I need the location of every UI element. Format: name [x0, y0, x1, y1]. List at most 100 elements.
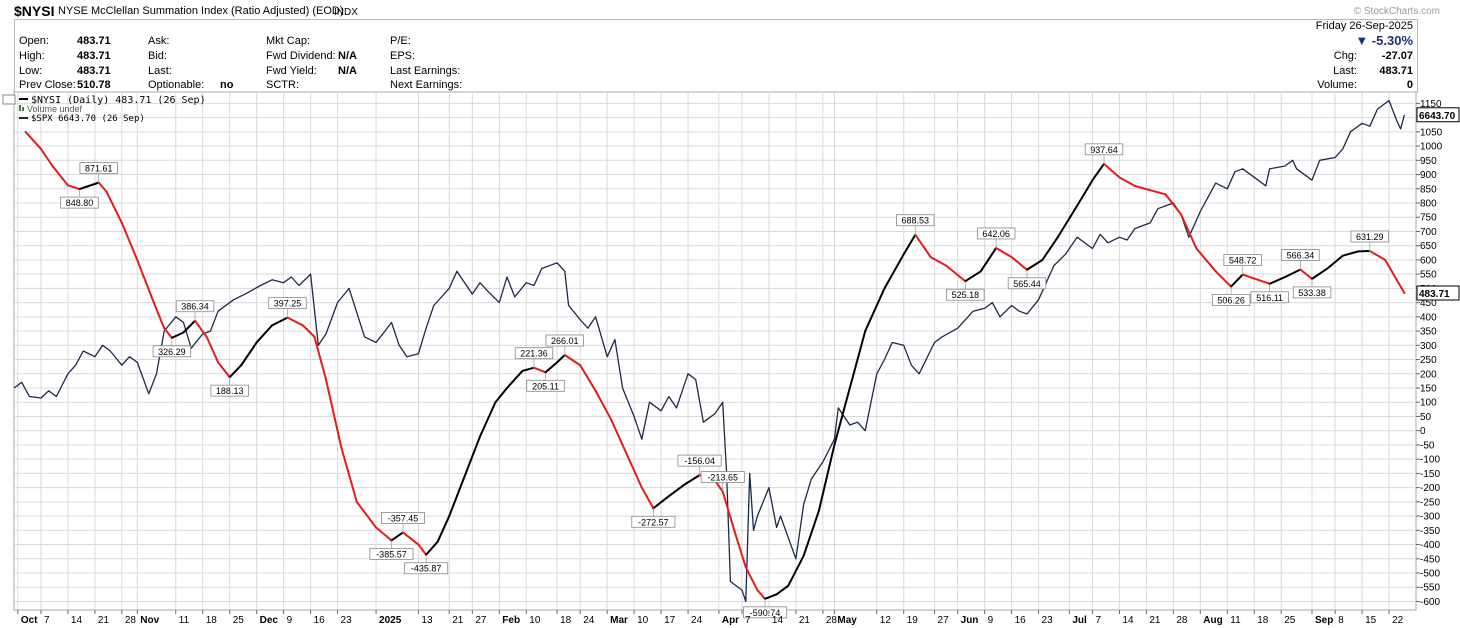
nysi-segment — [833, 387, 851, 446]
nysi-segment — [448, 475, 466, 518]
nysi-segment — [640, 486, 655, 510]
open-value: 483.71 — [77, 35, 111, 47]
nysi-segment — [733, 529, 747, 569]
nysi-segment — [170, 331, 185, 339]
grid-lines — [14, 92, 1416, 610]
annotation-label: -385.57 — [376, 549, 407, 559]
y-tick-label: 250 — [1420, 355, 1437, 366]
y-tick-label: 150 — [1420, 384, 1437, 395]
nysi-segment — [105, 190, 123, 224]
x-tick-label: 21 — [799, 615, 811, 626]
nysi-segment — [1299, 268, 1314, 280]
nysi-segment — [425, 540, 439, 556]
nysi-segment — [1091, 162, 1106, 182]
annotation-box — [60, 196, 99, 209]
nysi-segment — [1056, 204, 1079, 239]
nysi-segment — [24, 130, 42, 150]
y-tick-label: 1000 — [1420, 142, 1443, 153]
nysi-segment — [151, 298, 166, 330]
last-label: Last: — [148, 65, 172, 77]
nysi-segment — [883, 253, 905, 290]
nysi-segment — [610, 418, 628, 455]
annotation-box — [677, 454, 722, 467]
annotation-box — [268, 297, 307, 310]
annotation-label: -156.04 — [684, 456, 715, 466]
annotation-box — [381, 512, 426, 524]
x-tick-label: 15 — [1365, 615, 1377, 626]
x-tick-label: May — [837, 615, 857, 626]
annotation-label: 565.44 — [1013, 279, 1041, 289]
annotation-box — [1211, 294, 1251, 307]
nysi-segment — [39, 147, 54, 167]
x-tick-label: 12 — [880, 615, 892, 626]
security-name: NYSE McClellan Summation Index (Ratio Ad… — [58, 5, 344, 17]
x-tick-label: 14 — [1122, 615, 1134, 626]
nysi-segment — [964, 270, 982, 283]
nysi-segment — [1180, 213, 1198, 250]
annotation-label: 871.61 — [85, 164, 113, 174]
annotation-box — [152, 345, 192, 358]
x-tick-label: 9 — [287, 615, 293, 626]
prev-close-value: 510.78 — [77, 79, 111, 91]
x-tick-label: 28 — [1176, 615, 1188, 626]
nysi-segment — [1284, 268, 1302, 278]
x-tick-label: 16 — [1015, 615, 1027, 626]
y-tick-label: 650 — [1420, 241, 1437, 252]
x-tick-label: 14 — [71, 615, 83, 626]
y-tick-label: -100 — [1420, 455, 1440, 466]
annotation-label: 688.53 — [902, 216, 930, 226]
y-tick-label: 700 — [1420, 227, 1437, 238]
y-tick-label: 1050 — [1420, 127, 1443, 138]
x-tick-label: 18 — [560, 615, 572, 626]
fwd-yield-value: N/A — [338, 65, 357, 77]
fwd-dividend-label: Fwd Dividend: — [266, 50, 336, 62]
annotation-label: 397.25 — [274, 299, 302, 309]
nysi-segment — [652, 495, 670, 510]
annotation-box — [210, 384, 249, 397]
x-tick-label: Oct — [21, 615, 38, 626]
x-tick-label: 27 — [938, 615, 950, 626]
x-tick-label: 28 — [125, 615, 137, 626]
annotation-label: 266.01 — [551, 336, 579, 346]
nysi-segment — [120, 221, 139, 261]
annotation-label: 642.06 — [982, 229, 1010, 239]
chart-header: $NYSI NYSE McClellan Summation Index (Ra… — [0, 0, 1460, 93]
fwd-yield-label: Fwd Yield: — [266, 65, 317, 77]
nysi-segment — [802, 509, 820, 557]
x-tick-label: Mar — [610, 615, 628, 626]
x-tick-label: Apr — [722, 615, 739, 626]
annotation-label: 525.18 — [952, 290, 980, 300]
y-tick-label: -500 — [1420, 569, 1440, 580]
plot-area — [13, 91, 1417, 611]
nysi-segment — [340, 446, 358, 503]
annotation-label: -272.57 — [638, 517, 669, 527]
legend-collapse-box[interactable] — [2, 94, 16, 105]
x-tick-label: 21 — [98, 615, 110, 626]
annotation-box — [896, 214, 935, 227]
pe-label: P/E: — [390, 35, 411, 47]
nysi-segment — [66, 184, 81, 191]
open-label: Open: — [19, 35, 49, 47]
nysi-segment — [787, 554, 805, 587]
x-tick-label: 16 — [314, 615, 326, 626]
nysi-segment — [390, 531, 405, 542]
symbol: $NYSI — [14, 3, 55, 19]
chg-value: -27.07 — [1381, 50, 1413, 62]
nysi-segment — [97, 181, 108, 193]
annotations: 871.61 848.80 386.34 326.29 188.13 397.25 -357… — [60, 143, 1389, 619]
y-tick-label: -400 — [1420, 540, 1440, 551]
bid-label: Bid: — [148, 50, 167, 62]
nysi-segment — [271, 316, 289, 327]
x-tick-label: Sep — [1315, 615, 1333, 626]
y-tick-label: 850 — [1420, 184, 1437, 195]
nysi-segment — [205, 335, 220, 364]
annotation-box — [545, 334, 584, 347]
nysi-segment — [182, 319, 197, 334]
annotation-label: 566.34 — [1287, 251, 1315, 261]
last-price-value: 483.71 — [1379, 65, 1413, 77]
legend-nysi-label: $NYSI (Daily) 483.71 (26 Sep) — [31, 95, 206, 106]
nysi-segment — [436, 515, 451, 543]
nysi-segment — [1241, 273, 1260, 281]
nysi-segment — [217, 361, 231, 379]
